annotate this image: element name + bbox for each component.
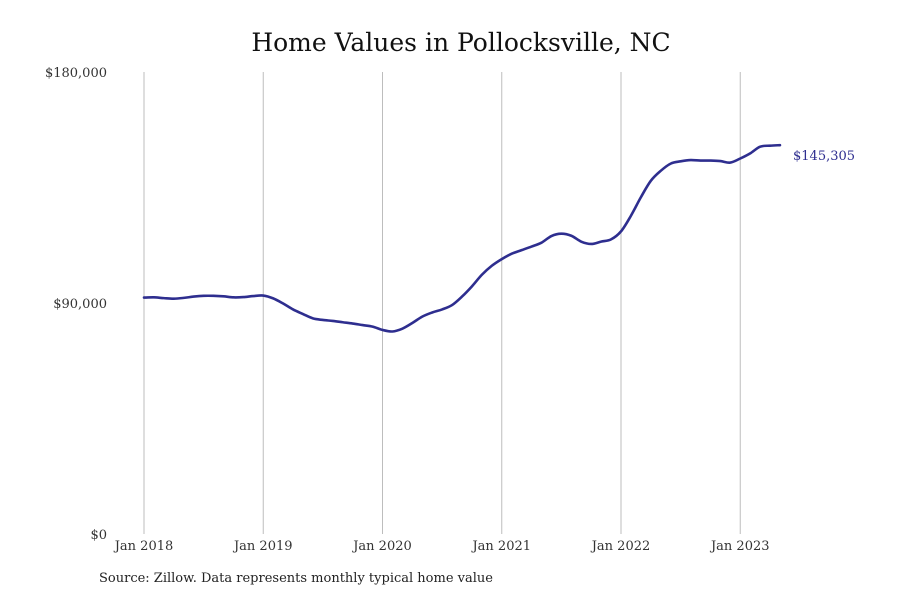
- x-tick-label: Jan 2019: [232, 539, 293, 554]
- x-tick-label: Jan 2022: [590, 539, 651, 554]
- series-line-0: [142, 143, 782, 333]
- x-tick-label: Jan 2018: [113, 539, 174, 554]
- y-tick-label: $180,000: [45, 66, 107, 81]
- y-tick-label: $0: [90, 528, 107, 543]
- y-axis-ticks: $0 $90,000 $180,000: [45, 66, 107, 543]
- x-tick-label: Jan 2023: [709, 539, 770, 554]
- series-layer: [142, 143, 782, 333]
- end-value-label: $145,305: [793, 149, 855, 164]
- x-tick-label: Jan 2021: [470, 539, 531, 554]
- x-tick-label: Jan 2020: [351, 539, 412, 554]
- x-axis-ticks: Jan 2018 Jan 2019 Jan 2020 Jan 2021 Jan 2022…: [113, 539, 770, 554]
- gridlines: [143, 72, 741, 534]
- y-tick-label: $90,000: [53, 297, 107, 312]
- source-note: Source: Zillow. Data represents monthly …: [99, 571, 493, 586]
- chart-title: Home Values in Pollocksville, NC: [251, 28, 670, 57]
